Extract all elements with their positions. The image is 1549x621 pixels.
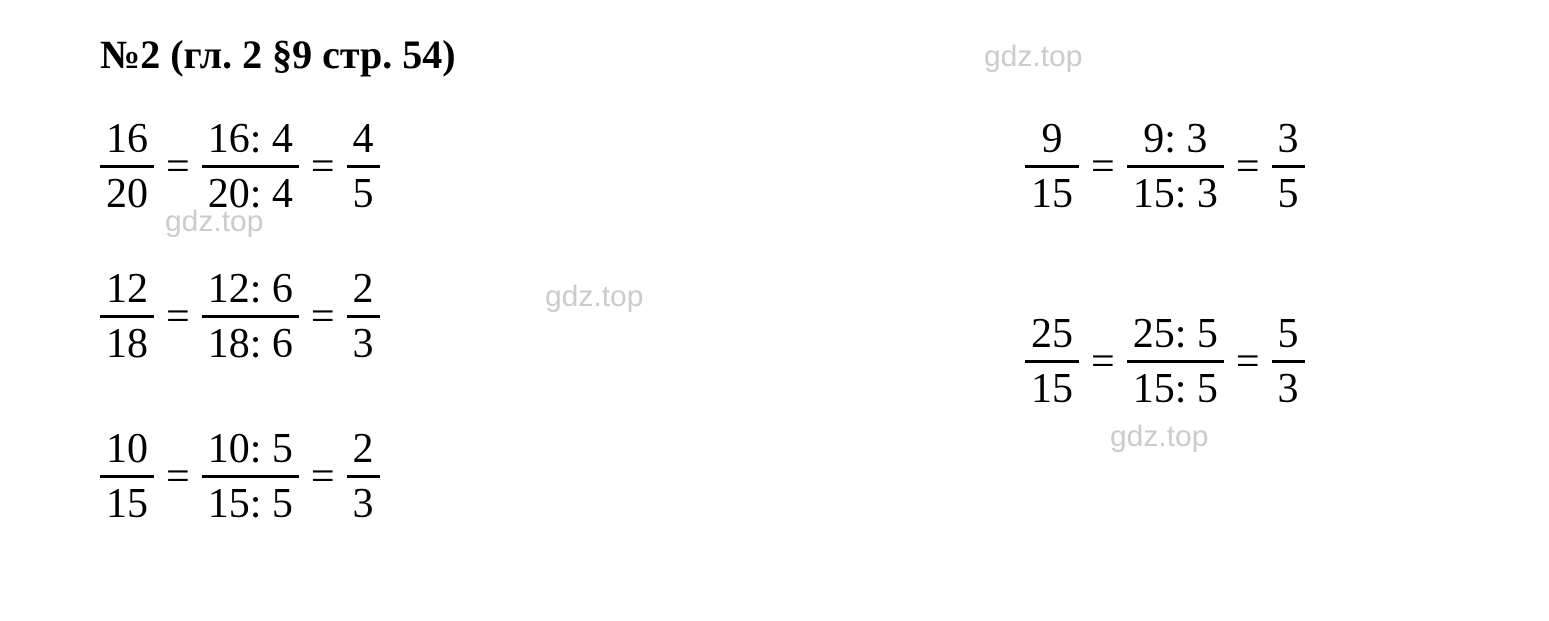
numerator: 2 [347, 265, 380, 315]
equals-sign: = [311, 453, 335, 501]
numerator: 9 [1036, 115, 1069, 165]
numerator: 9: 3 [1137, 115, 1213, 165]
numerator: 25 [1025, 310, 1079, 360]
denominator: 3 [347, 475, 380, 528]
fraction: 12 18 [100, 265, 154, 368]
numerator: 16 [100, 115, 154, 165]
watermark: gdz.top [1110, 420, 1208, 454]
denominator: 18: 6 [202, 315, 299, 368]
denominator: 5 [1272, 165, 1305, 218]
watermark: gdz.top [984, 40, 1082, 74]
fraction: 3 5 [1272, 115, 1305, 218]
fraction: 9: 3 15: 3 [1127, 115, 1224, 218]
numerator: 10: 5 [202, 425, 299, 475]
fraction: 25 15 [1025, 310, 1079, 413]
fraction: 10: 5 15: 5 [202, 425, 299, 528]
page-title: №2 (гл. 2 §9 стр. 54) [100, 31, 456, 78]
equals-sign: = [1091, 338, 1115, 386]
equals-sign: = [1236, 143, 1260, 191]
denominator: 15 [1025, 360, 1079, 413]
fraction: 12: 6 18: 6 [202, 265, 299, 368]
equation-3: 10 15 = 10: 5 15: 5 = 2 3 [100, 425, 380, 528]
numerator: 5 [1272, 310, 1305, 360]
watermark: gdz.top [545, 280, 643, 314]
denominator: 18 [100, 315, 154, 368]
fraction: 25: 5 15: 5 [1127, 310, 1224, 413]
fraction: 9 15 [1025, 115, 1079, 218]
equals-sign: = [166, 453, 190, 501]
denominator: 3 [1272, 360, 1305, 413]
equals-sign: = [1236, 338, 1260, 386]
equation-4: 9 15 = 9: 3 15: 3 = 3 5 [1025, 115, 1305, 218]
numerator: 2 [347, 425, 380, 475]
equals-sign: = [166, 143, 190, 191]
numerator: 3 [1272, 115, 1305, 165]
denominator: 15: 5 [1127, 360, 1224, 413]
numerator: 10 [100, 425, 154, 475]
fraction: 2 3 [347, 265, 380, 368]
fraction: 4 5 [347, 115, 380, 218]
numerator: 12: 6 [202, 265, 299, 315]
denominator: 15: 5 [202, 475, 299, 528]
equation-5: 25 15 = 25: 5 15: 5 = 5 3 [1025, 310, 1305, 413]
numerator: 16: 4 [202, 115, 299, 165]
numerator: 12 [100, 265, 154, 315]
equals-sign: = [1091, 143, 1115, 191]
equals-sign: = [311, 293, 335, 341]
fraction: 10 15 [100, 425, 154, 528]
denominator: 15: 3 [1127, 165, 1224, 218]
denominator: 5 [347, 165, 380, 218]
equals-sign: = [311, 143, 335, 191]
denominator: 15 [1025, 165, 1079, 218]
equals-sign: = [166, 293, 190, 341]
denominator: 20 [100, 165, 154, 218]
fraction: 16 20 [100, 115, 154, 218]
fraction: 16: 4 20: 4 [202, 115, 299, 218]
numerator: 25: 5 [1127, 310, 1224, 360]
denominator: 3 [347, 315, 380, 368]
denominator: 20: 4 [202, 165, 299, 218]
numerator: 4 [347, 115, 380, 165]
fraction: 5 3 [1272, 310, 1305, 413]
equation-2: 12 18 = 12: 6 18: 6 = 2 3 [100, 265, 380, 368]
fraction: 2 3 [347, 425, 380, 528]
denominator: 15 [100, 475, 154, 528]
equation-1: 16 20 = 16: 4 20: 4 = 4 5 [100, 115, 380, 218]
